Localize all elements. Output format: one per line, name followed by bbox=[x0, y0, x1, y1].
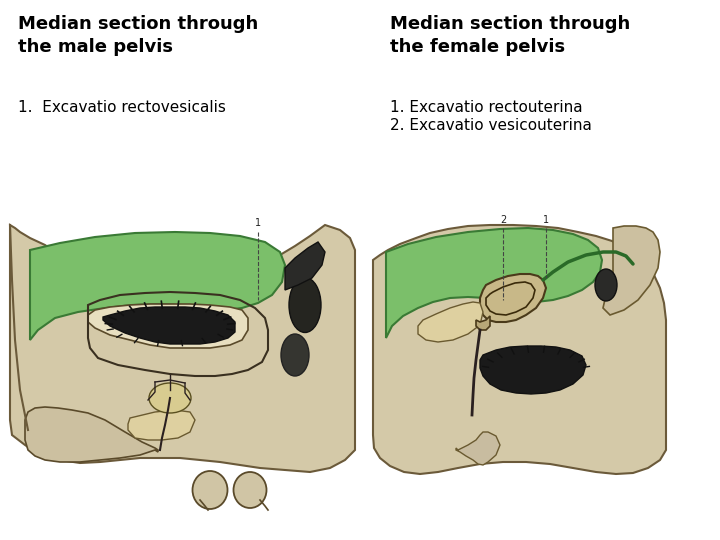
Ellipse shape bbox=[192, 471, 228, 509]
Polygon shape bbox=[30, 232, 285, 340]
Text: 1: 1 bbox=[543, 215, 549, 225]
Polygon shape bbox=[25, 407, 158, 462]
Polygon shape bbox=[88, 304, 248, 348]
Polygon shape bbox=[386, 228, 602, 338]
Text: the male pelvis: the male pelvis bbox=[18, 38, 173, 56]
Polygon shape bbox=[103, 307, 235, 344]
Text: Median section through: Median section through bbox=[18, 15, 258, 33]
Ellipse shape bbox=[595, 269, 617, 301]
Polygon shape bbox=[418, 302, 483, 342]
Text: 1. Excavatio rectouterina: 1. Excavatio rectouterina bbox=[390, 100, 582, 115]
Polygon shape bbox=[285, 242, 325, 290]
Text: 2: 2 bbox=[500, 215, 506, 225]
Text: 1.  Excavatio rectovesicalis: 1. Excavatio rectovesicalis bbox=[18, 100, 226, 115]
Polygon shape bbox=[603, 226, 660, 315]
Ellipse shape bbox=[289, 278, 321, 333]
Polygon shape bbox=[128, 410, 195, 440]
Ellipse shape bbox=[149, 383, 191, 413]
Polygon shape bbox=[456, 432, 500, 465]
Ellipse shape bbox=[281, 334, 309, 376]
Text: the female pelvis: the female pelvis bbox=[390, 38, 565, 56]
Polygon shape bbox=[480, 274, 546, 322]
Polygon shape bbox=[10, 225, 355, 472]
Polygon shape bbox=[373, 225, 666, 474]
Polygon shape bbox=[476, 316, 490, 330]
Text: 1: 1 bbox=[255, 218, 261, 228]
Text: 2. Excavatio vesicouterina: 2. Excavatio vesicouterina bbox=[390, 118, 592, 133]
Polygon shape bbox=[480, 346, 586, 394]
Text: Median section through: Median section through bbox=[390, 15, 630, 33]
Ellipse shape bbox=[233, 472, 266, 508]
